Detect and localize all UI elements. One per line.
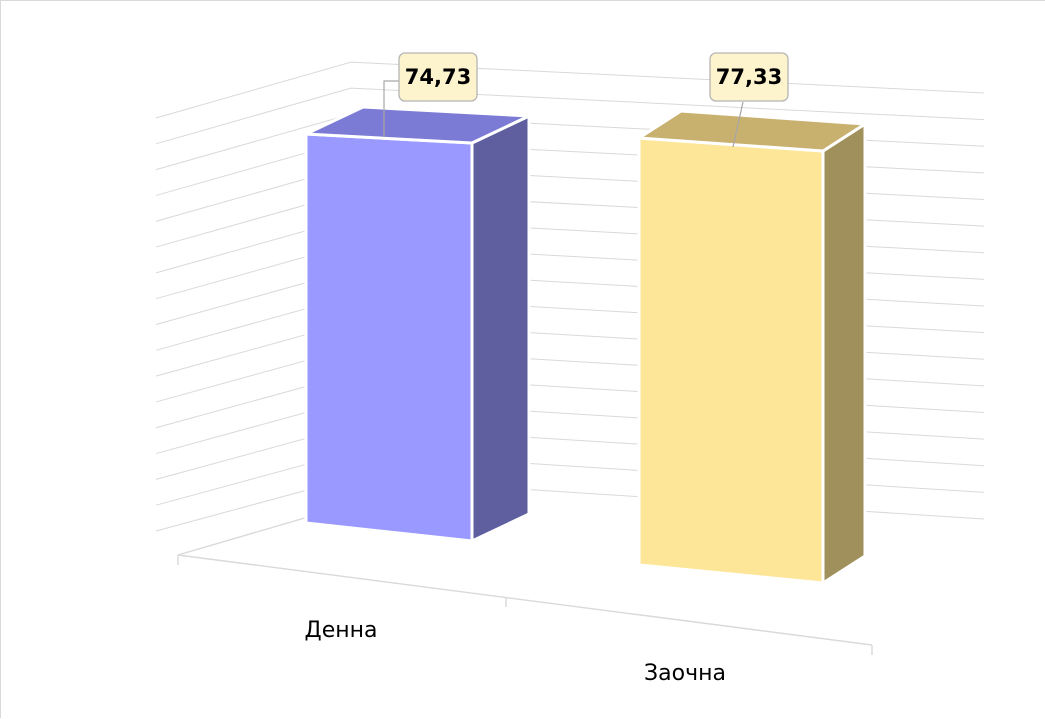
gridline: [155, 87, 985, 145]
data-label: 77,33: [709, 52, 789, 102]
data-label-text: 74,73: [405, 65, 471, 89]
x-axis-line: [177, 554, 873, 646]
data-label: 74,73: [398, 52, 478, 102]
gridline: [155, 61, 985, 119]
bar-side-денна: [470, 113, 531, 544]
category-label: Денна: [305, 618, 378, 643]
data-label-text: 77,33: [716, 65, 782, 89]
bar-front-заочна: [637, 136, 825, 585]
data-label-box: [709, 52, 789, 102]
data-label-leader: [732, 101, 744, 148]
data-label-leader: [383, 80, 399, 137]
bar-top-денна: [305, 105, 530, 145]
bar-front-денна: [304, 132, 474, 543]
category-labels: Денна Заочна: [305, 618, 726, 686]
data-label-box: [398, 52, 478, 102]
category-label: Заочна: [644, 661, 726, 686]
bars: [304, 105, 870, 586]
bar-side-заочна: [821, 121, 867, 586]
bar-top-заочна: [634, 109, 870, 153]
data-labels: 74,73 77,33: [383, 52, 789, 148]
